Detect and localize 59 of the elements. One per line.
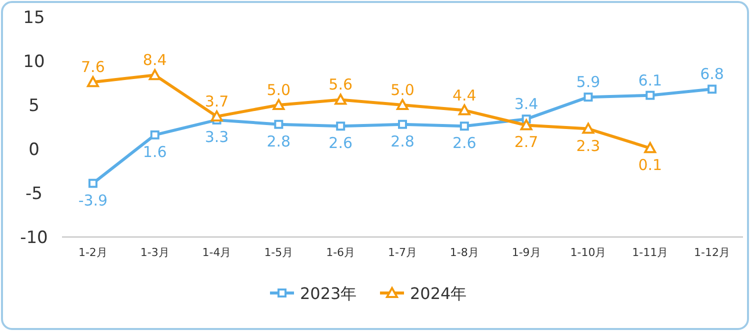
data-label: 5.0 [266,81,291,99]
point [272,99,285,110]
y-tick-label: -10 [20,228,48,248]
data-label: 6.8 [700,65,724,84]
x-tick-label: 1-11月 [632,246,668,259]
point [86,76,99,88]
y-tick-label: 5 [28,96,40,116]
data-label: 3.4 [514,95,538,114]
data-label: 6.1 [638,71,662,90]
x-tick-label: 1-7月 [388,246,417,259]
data-label: 2.6 [452,134,476,152]
data-label: 3.3 [204,128,229,146]
x-tick-label: 1-3月 [140,246,170,259]
data-label: 2.3 [576,136,600,155]
point [148,69,161,80]
data-label: 2.7 [514,133,538,152]
point [274,120,284,129]
y-tick-label: 15 [23,8,45,28]
point [460,122,469,131]
x-tick-label: 1-10月 [570,246,606,259]
data-label: 5.6 [328,76,353,94]
point [582,122,594,134]
data-label: 2.6 [328,134,353,152]
point [584,92,593,102]
y-tick-label: 10 [23,52,45,72]
data-label: 7.6 [81,58,105,76]
point [520,119,532,130]
point [708,84,717,94]
x-tick-label: 1-5月 [264,246,294,259]
point [210,110,223,122]
data-label: 8.4 [142,51,167,70]
y-tick-label: 0 [28,140,40,160]
point [646,90,655,100]
point [334,94,347,105]
point [336,122,346,131]
point [88,178,98,188]
legend-label: 2024年 [410,284,467,303]
x-tick-label: 1-12月 [694,246,730,259]
point [150,130,160,140]
data-label: 5.0 [390,81,414,99]
x-tick-label: 1-9月 [512,246,541,259]
data-label: 5.9 [576,73,600,92]
data-label: -3.9 [78,191,108,210]
point [458,104,470,116]
y-tick-label: -5 [26,184,42,204]
data-label: 2.8 [390,132,414,150]
point [396,99,408,110]
data-label: 1.6 [142,142,167,161]
x-tick-label: 1-2月 [78,246,108,259]
point [398,120,407,129]
point [644,142,656,154]
legend-label: 2023年 [300,284,357,303]
data-label: 3.7 [204,92,229,110]
x-tick-label: 1-8月 [450,246,479,259]
data-label: 4.4 [452,86,476,104]
data-label: 0.1 [638,156,662,174]
data-label: 2.8 [266,132,291,150]
x-tick-label: 1-4月 [202,246,232,259]
x-tick-label: 1-6月 [326,246,356,259]
